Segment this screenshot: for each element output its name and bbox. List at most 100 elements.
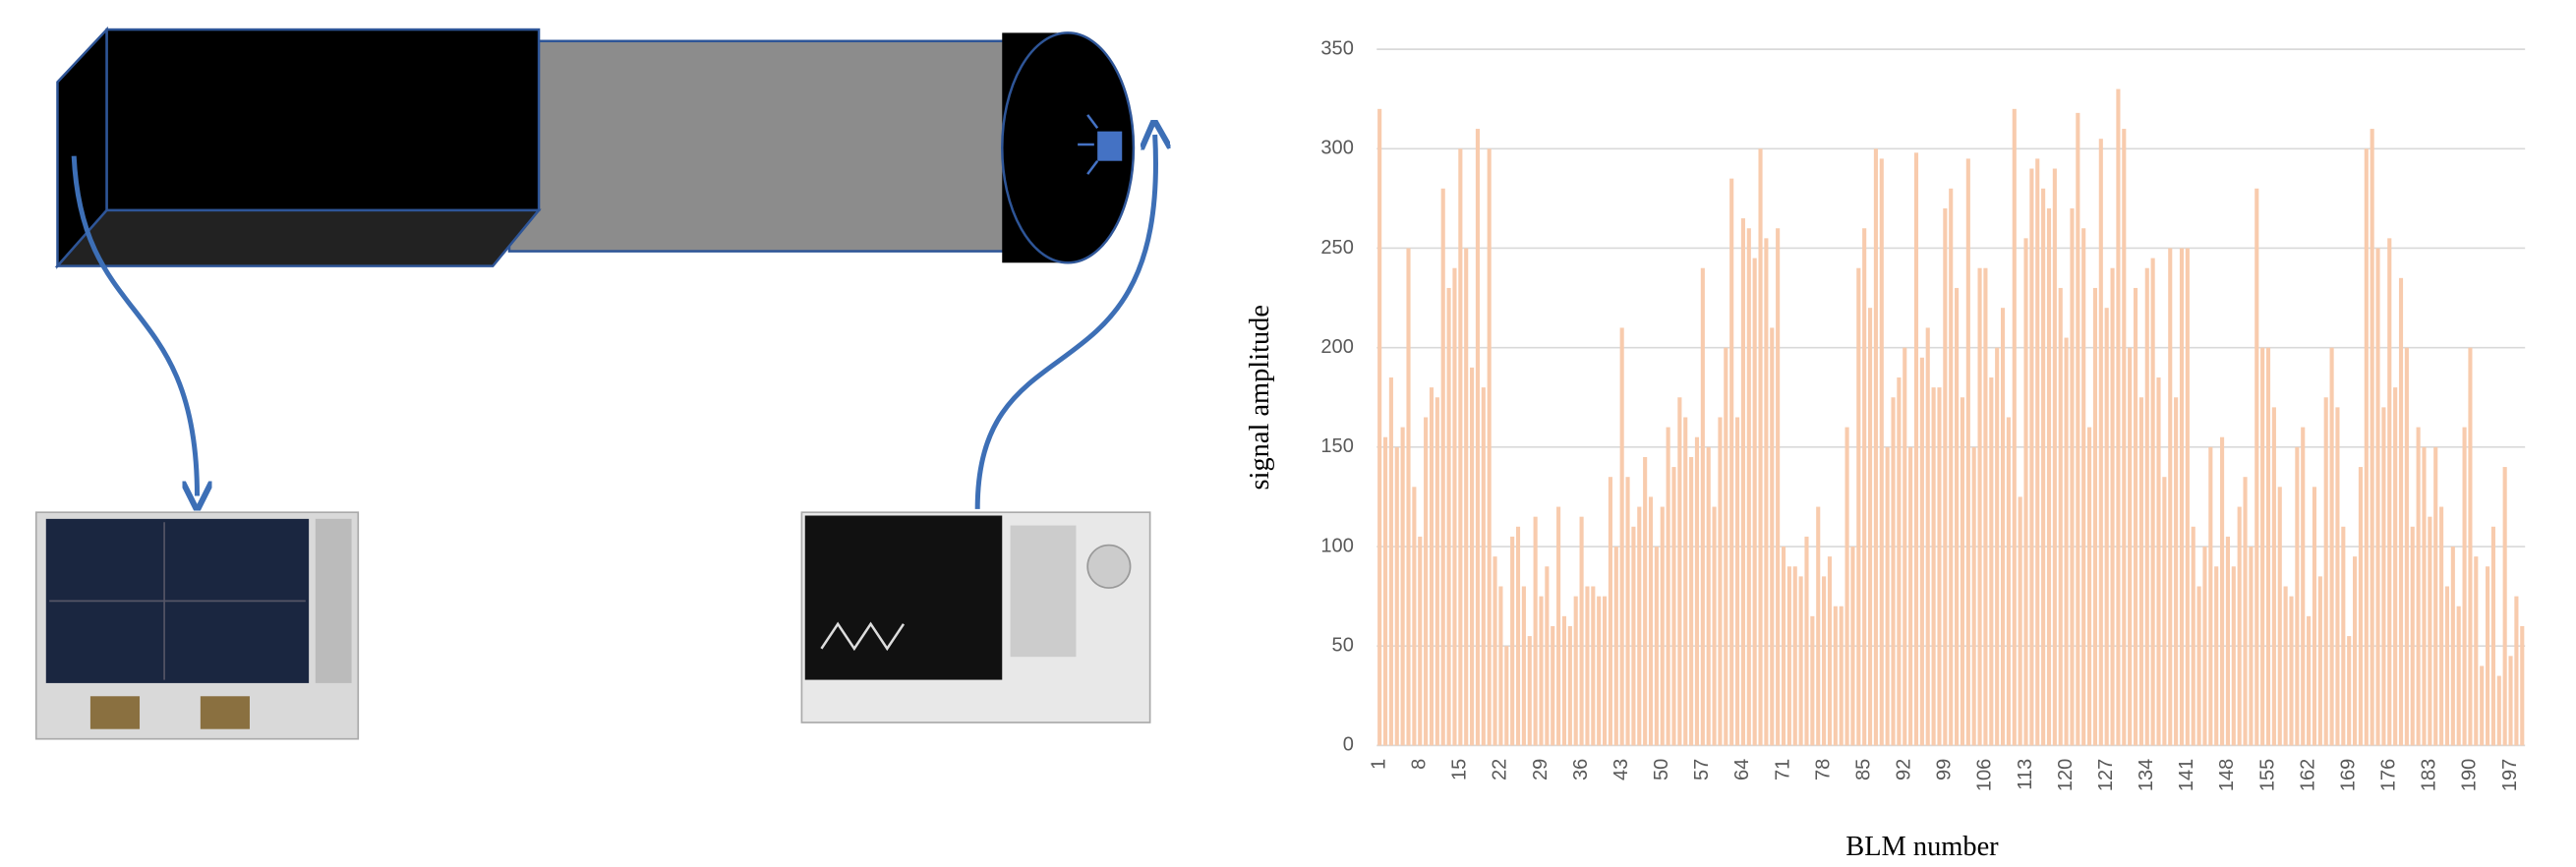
bar: [2272, 407, 2276, 745]
bar: [1850, 547, 1854, 745]
bar: [1989, 377, 1993, 745]
bar: [2232, 566, 2236, 745]
bar: [1614, 547, 1618, 745]
x-tick-label: 162: [2297, 759, 2318, 791]
setup-diagram: [36, 29, 1156, 739]
x-tick-label: 113: [2015, 759, 2036, 790]
figure: signal amplitude BLM number 050100150200…: [0, 0, 2576, 867]
bar: [1793, 566, 1797, 745]
bar: [2480, 665, 2484, 745]
bar: [1667, 428, 1670, 746]
bar: [2238, 507, 2242, 746]
x-tick-label: 106: [1974, 759, 1996, 791]
bar: [2365, 148, 2369, 745]
x-tick-label: 1: [1368, 759, 1389, 770]
bar: [2491, 527, 2495, 746]
x-tick-label: 85: [1852, 759, 1874, 780]
bar: [1643, 457, 1647, 745]
bar: [2116, 89, 2120, 746]
bar: [1406, 248, 1410, 745]
x-tick-label: 183: [2419, 759, 2440, 791]
bar: [2422, 447, 2426, 746]
x-tick-label: 15: [1449, 759, 1471, 780]
bar: [1747, 228, 1751, 745]
bar: [1943, 208, 1947, 745]
bar: [1729, 179, 1733, 746]
bar: [2047, 208, 2051, 745]
bar: [2318, 576, 2322, 745]
bar: [2428, 517, 2431, 746]
bar: [1816, 507, 1820, 746]
bar: [1401, 428, 1405, 746]
bar: [2019, 496, 2022, 745]
bar: [1886, 447, 1890, 746]
bar: [1493, 556, 1496, 745]
bar: [1856, 268, 1860, 746]
bar: [2301, 428, 2305, 746]
bar: [1568, 626, 1572, 745]
bar: [1874, 148, 1878, 745]
bar: [1498, 586, 1502, 745]
bar: [1545, 566, 1549, 745]
bar: [1840, 607, 1844, 746]
bar: [2122, 129, 2126, 745]
bar: [2151, 259, 2155, 746]
bar: [2375, 248, 2379, 745]
bar: [1689, 457, 1693, 745]
bar: [2168, 248, 2172, 745]
bar: [2053, 169, 2057, 746]
bar: [2474, 556, 2478, 745]
bar: [2289, 597, 2293, 746]
bar: [2145, 268, 2149, 746]
bar: [2284, 586, 2288, 745]
x-tick-label: 92: [1894, 759, 1915, 780]
bar: [2393, 387, 2397, 745]
bar: [2433, 447, 2437, 746]
bar: [1591, 586, 1595, 745]
page: {"chart_data": {"type": "bar", "x_label"…: [0, 0, 2576, 867]
x-tick-label: 50: [1651, 759, 1672, 780]
bar: [1932, 387, 1936, 745]
bar: [1735, 417, 1739, 745]
x-tick-label: 43: [1610, 759, 1632, 780]
bar: [2514, 597, 2518, 746]
bar: [2335, 407, 2339, 745]
bar: [1377, 109, 1381, 746]
bar: [2324, 397, 2328, 745]
y-tick-label: 50: [1332, 635, 1354, 657]
bar: [1671, 467, 1675, 745]
bar: [2070, 208, 2074, 745]
bar: [1834, 607, 1838, 746]
bar: [2463, 428, 2467, 746]
bar: [1528, 636, 1532, 745]
bar: [1804, 537, 1808, 745]
x-tick-label: 190: [2459, 759, 2481, 791]
bar: [2445, 586, 2449, 745]
x-tick-label: 64: [1731, 759, 1753, 780]
bar: [1470, 368, 1474, 745]
bar: [1978, 268, 1982, 746]
box-front: [107, 29, 539, 210]
bar: [1868, 308, 1872, 745]
bar: [2260, 348, 2264, 746]
x-tick-label: 120: [2055, 759, 2077, 791]
bar: [1539, 597, 1543, 746]
bar: [1661, 507, 1665, 746]
bar: [2192, 527, 2195, 746]
bar: [2468, 348, 2472, 746]
bar: [1620, 327, 1624, 745]
bar: [2214, 566, 2218, 745]
x-tick-label: 57: [1691, 759, 1713, 780]
bar: [1534, 517, 1538, 746]
x-tick-label: 22: [1490, 759, 1511, 780]
x-tick-label: 134: [2136, 759, 2157, 791]
bar: [1701, 268, 1705, 746]
bar: [1655, 547, 1659, 745]
bar: [1782, 547, 1786, 745]
bar: [1458, 148, 1462, 745]
bar: [2399, 278, 2403, 746]
bar: [2341, 527, 2345, 746]
bar: [2387, 238, 2391, 745]
y-axis-title: signal amplitude: [1245, 305, 1275, 490]
bar: [1828, 556, 1832, 745]
